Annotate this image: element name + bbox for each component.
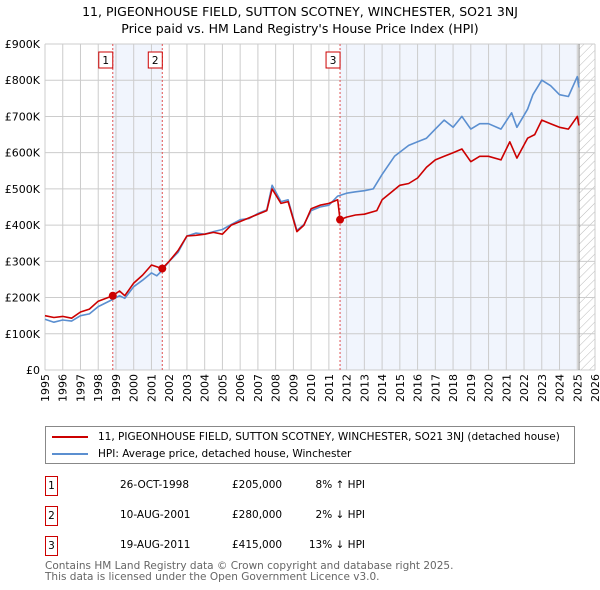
y-tick-label: £100K [5, 328, 41, 341]
legend-item-hpi: HPI: Average price, detached house, Winc… [52, 448, 351, 460]
sale-price: £415,000 [232, 539, 283, 551]
legend-label: 11, PIGEONHOUSE FIELD, SUTTON SCOTNEY, W… [98, 431, 560, 443]
chart-subtitle: Price paid vs. HM Land Registry's House … [121, 21, 479, 36]
legend-label: HPI: Average price, detached house, Winc… [98, 448, 352, 460]
x-tick-label: 2019 [465, 374, 478, 402]
x-tick-label: 2024 [554, 374, 567, 402]
x-tick-label: 2004 [199, 374, 212, 402]
forecast-hatch [579, 44, 595, 370]
legend-item-property: 11, PIGEONHOUSE FIELD, SUTTON SCOTNEY, W… [52, 431, 560, 443]
x-tick-label: 1995 [39, 374, 52, 402]
y-tick-label: £800K [5, 74, 41, 87]
x-tick-label: 2000 [128, 374, 141, 402]
x-tick-label: 1998 [92, 374, 105, 402]
sale-label: 1 [102, 55, 109, 67]
x-tick-label: 2013 [358, 374, 371, 402]
chart-title: 11, PIGEONHOUSE FIELD, SUTTON SCOTNEY, W… [82, 4, 518, 19]
x-tick-label: 2015 [394, 374, 407, 402]
sale-date: 10-AUG-2001 [120, 509, 191, 521]
legend-swatch-red [52, 436, 88, 438]
x-tick-label: 2002 [163, 374, 176, 402]
y-tick-label: £600K [5, 147, 41, 160]
x-tick-label: 2003 [181, 374, 194, 402]
y-tick-label: £400K [5, 219, 41, 232]
table-row: 1 26-OCT-1998 £205,000 8% ↑ HPI [45, 476, 445, 496]
footer-copyright: Contains HM Land Registry data © Crown c… [45, 560, 454, 572]
table-row: 3 19-AUG-2011 £415,000 13% ↓ HPI [45, 536, 445, 556]
price-chart: 1995 1996 1997 1998 1999 2000 2001 2002 2003 2004… [5, 38, 600, 402]
x-tick-label: 2012 [341, 374, 354, 402]
y-tick-label: £0 [26, 364, 40, 377]
footer-licence: This data is licensed under the Open Gov… [45, 571, 380, 583]
property-price-line [44, 115, 580, 320]
table-row: 2 10-AUG-2001 £280,000 2% ↓ HPI [45, 506, 445, 526]
legend-swatch-blue [52, 453, 88, 455]
x-tick-label: 2025 [571, 374, 584, 402]
x-tick-label: 2014 [376, 374, 389, 402]
x-tick-label: 2007 [252, 374, 265, 402]
sale-hpi-delta: 8% ↑ HPI [315, 479, 365, 491]
sale-label: 2 [152, 55, 159, 67]
y-tick-label: £700K [5, 110, 41, 123]
sale-label: 3 [330, 55, 337, 67]
sale-date: 26-OCT-1998 [120, 479, 189, 491]
sale-period-shading [112, 44, 163, 370]
sale-label-box [147, 51, 163, 69]
sale-price: £205,000 [232, 479, 283, 491]
y-tick-label: £900K [5, 38, 41, 51]
x-tick-label: 2022 [518, 374, 531, 402]
legend: 11, PIGEONHOUSE FIELD, SUTTON SCOTNEY, W… [45, 426, 575, 464]
sale-point [336, 215, 345, 224]
x-tick-label: 2026 [589, 374, 600, 402]
x-tick-label: 2018 [447, 374, 460, 402]
y-tick-label: £200K [5, 292, 41, 305]
x-tick-label: 2008 [270, 374, 283, 402]
sale-point [108, 291, 117, 300]
sale-price: £280,000 [232, 509, 283, 521]
x-tick-label: 2011 [323, 374, 336, 402]
sale-badge: 2 [45, 506, 58, 526]
x-tick-label: 2010 [305, 374, 318, 402]
sale-label-box [325, 51, 341, 69]
x-tick-label: 2001 [145, 374, 158, 402]
sale-badge: 3 [45, 536, 58, 556]
x-tick-label: 1996 [57, 374, 70, 402]
x-tick-label: 2023 [536, 374, 549, 402]
x-tick-label: 2020 [483, 374, 496, 402]
x-tick-label: 2009 [287, 374, 300, 402]
x-tick-label: 2016 [412, 374, 425, 402]
sale-hpi-delta: 13% ↓ HPI [308, 539, 365, 551]
y-tick-label: £500K [5, 183, 41, 196]
x-tick-label: 2017 [429, 374, 442, 402]
sale-period-shading [340, 44, 578, 370]
x-tick-label: 2005 [216, 374, 229, 402]
x-tick-label: 1997 [74, 374, 87, 402]
sale-date: 19-AUG-2011 [120, 539, 191, 551]
sale-badge: 1 [45, 476, 58, 496]
x-tick-label: 2006 [234, 374, 247, 402]
y-tick-label: £300K [5, 255, 41, 268]
sale-label-box [98, 51, 114, 69]
x-tick-label: 1999 [110, 374, 123, 402]
x-tick-label: 2021 [500, 374, 513, 402]
sale-point [158, 264, 167, 273]
sale-hpi-delta: 2% ↓ HPI [315, 509, 365, 521]
